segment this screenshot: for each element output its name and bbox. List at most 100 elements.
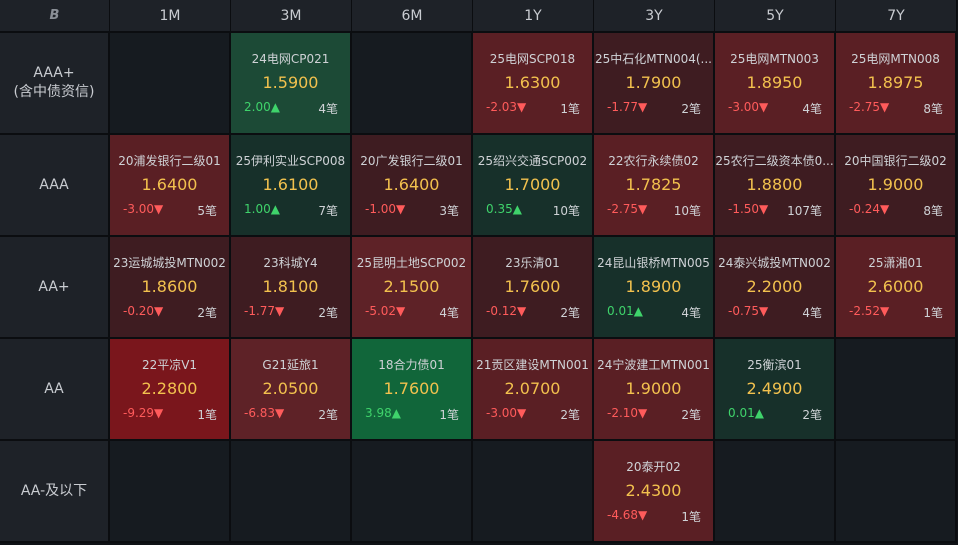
bond-name: 25电网MTN008	[851, 52, 940, 66]
column-header-1y[interactable]: 1Y	[473, 0, 594, 33]
bond-cell[interactable]: 20泰开02 2.4300 -4.68▼ 1笔	[594, 441, 715, 543]
bond-cell[interactable]: 24泰兴城投MTN002 2.2000 -0.75▼ 4笔	[715, 237, 836, 339]
bond-name: 20浦发银行二级01	[118, 154, 221, 168]
bond-cell[interactable]: 25电网MTN003 1.8950 -3.00▼ 4笔	[715, 33, 836, 135]
yield-change: -4.68▼	[607, 508, 648, 522]
empty-cell	[836, 339, 957, 441]
bond-name: 23运城城投MTN002	[113, 256, 226, 270]
bond-cell[interactable]: 21贡区建设MTN001 2.0700 -3.00▼ 2笔	[473, 339, 594, 441]
yield-change: -1.50▼	[728, 202, 769, 216]
trade-count: 2笔	[318, 408, 338, 422]
bond-yield: 2.1500	[383, 277, 440, 296]
trade-count: 4笔	[802, 306, 822, 320]
bond-cell[interactable]: 25电网MTN008 1.8975 -2.75▼ 8笔	[836, 33, 957, 135]
empty-cell	[473, 441, 594, 543]
bond-yield: 1.9000	[867, 175, 924, 194]
bond-yield: 1.6300	[504, 73, 561, 92]
bond-cell[interactable]: 18合力债01 1.7600 3.98▲ 1笔	[352, 339, 473, 441]
bond-yield: 1.9000	[625, 379, 682, 398]
trade-count: 4笔	[439, 306, 459, 320]
trade-count: 1笔	[560, 102, 580, 116]
yield-change: -2.03▼	[486, 100, 527, 114]
yield-change: -1.77▼	[244, 304, 285, 318]
bond-cell[interactable]: 25农行二级资本债0... 1.8800 -1.50▼ 107笔	[715, 135, 836, 237]
trade-count: 1笔	[197, 408, 217, 422]
bond-name: 25潇湘01	[868, 256, 923, 270]
trade-count: 8笔	[923, 204, 943, 218]
bond-cell[interactable]: 23乐清01 1.7600 -0.12▼ 2笔	[473, 237, 594, 339]
bond-cell[interactable]: 24宁波建工MTN001 1.9000 -2.10▼ 2笔	[594, 339, 715, 441]
column-header-5y[interactable]: 5Y	[715, 0, 836, 33]
yield-change: -5.02▼	[365, 304, 406, 318]
bond-name: 25伊利实业SCP008	[235, 154, 346, 168]
bond-cell[interactable]: 23科城Y4 1.8100 -1.77▼ 2笔	[231, 237, 352, 339]
bond-name: 25中石化MTN004(...	[595, 52, 712, 66]
column-header-1m[interactable]: 1M	[110, 0, 231, 33]
trade-count: 1笔	[923, 306, 943, 320]
bond-cell[interactable]: 24昆山银桥MTN005 1.8900 0.01▲ 4笔	[594, 237, 715, 339]
yield-change: -2.10▼	[607, 406, 648, 420]
bond-yield: 1.6100	[262, 175, 319, 194]
yield-change: -3.00▼	[123, 202, 164, 216]
bond-cell[interactable]: 24电网CP021 1.5900 2.00▲ 4笔	[231, 33, 352, 135]
bond-cell[interactable]: 25潇湘01 2.6000 -2.52▼ 1笔	[836, 237, 957, 339]
row-label-note: (含中债资信)	[13, 84, 95, 100]
yield-change: -2.52▼	[849, 304, 890, 318]
bond-cell[interactable]: 20中国银行二级02 1.9000 -0.24▼ 8笔	[836, 135, 957, 237]
column-header-6m[interactable]: 6M	[352, 0, 473, 33]
bond-cell[interactable]: 25伊利实业SCP008 1.6100 1.00▲ 7笔	[231, 135, 352, 237]
bond-cell[interactable]: 22平凉V1 2.2800 -9.29▼ 1笔	[110, 339, 231, 441]
trade-count: 4笔	[802, 102, 822, 116]
yield-change: -6.83▼	[244, 406, 285, 420]
bond-name: 20泰开02	[626, 460, 681, 474]
trade-count: 10笔	[673, 204, 701, 218]
yield-change: -3.00▼	[728, 100, 769, 114]
trade-count: 3笔	[439, 204, 459, 218]
bond-yield: 2.2800	[141, 379, 198, 398]
yield-change: -2.75▼	[849, 100, 890, 114]
bond-cell[interactable]: 25电网SCP018 1.6300 -2.03▼ 1笔	[473, 33, 594, 135]
bond-cell[interactable]: G21延旅1 2.0500 -6.83▼ 2笔	[231, 339, 352, 441]
bond-yield: 1.7825	[625, 175, 682, 194]
row-label: AA	[0, 339, 110, 441]
bond-name: 20中国银行二级02	[844, 154, 947, 168]
bond-name: 24电网CP021	[251, 52, 330, 66]
bond-cell[interactable]: 20浦发银行二级01 1.6400 -3.00▼ 5笔	[110, 135, 231, 237]
bond-yield: 1.5900	[262, 73, 319, 92]
column-header-3m[interactable]: 3M	[231, 0, 352, 33]
bond-yield: 2.6000	[867, 277, 924, 296]
bond-cell[interactable]: 25绍兴交通SCP002 1.7000 0.35▲ 10笔	[473, 135, 594, 237]
bond-cell[interactable]: 22农行永续债02 1.7825 -2.75▼ 10笔	[594, 135, 715, 237]
bond-name: 23乐清01	[505, 256, 560, 270]
bond-yield: 1.7600	[383, 379, 440, 398]
trade-count: 2笔	[318, 306, 338, 320]
yield-change: 0.01▲	[728, 406, 764, 420]
bond-cell[interactable]: 20广发银行二级01 1.6400 -1.00▼ 3笔	[352, 135, 473, 237]
row-label: AA+	[0, 237, 110, 339]
bond-yield: 1.7900	[625, 73, 682, 92]
bond-yield: 1.8950	[746, 73, 803, 92]
bond-name: 21贡区建设MTN001	[476, 358, 589, 372]
yield-change: -1.00▼	[365, 202, 406, 216]
bond-cell[interactable]: 23运城城投MTN002 1.8600 -0.20▼ 2笔	[110, 237, 231, 339]
column-header-7y[interactable]: 7Y	[836, 0, 957, 33]
yield-change: -0.24▼	[849, 202, 890, 216]
bond-name: 25农行二级资本债0...	[715, 154, 834, 168]
trade-count: 7笔	[318, 204, 338, 218]
bond-name: G21延旅1	[262, 358, 319, 372]
bond-cell[interactable]: 25衡滨01 2.4900 0.01▲ 2笔	[715, 339, 836, 441]
column-header-3y[interactable]: 3Y	[594, 0, 715, 33]
bond-name: 22平凉V1	[141, 358, 198, 372]
bond-name: 22农行永续债02	[608, 154, 699, 168]
bond-cell[interactable]: 25中石化MTN004(... 1.7900 -1.77▼ 2笔	[594, 33, 715, 135]
row-label-rating: AA	[44, 380, 64, 397]
bond-name: 24宁波建工MTN001	[597, 358, 710, 372]
bond-yield: 1.8975	[867, 73, 924, 92]
bond-cell[interactable]: 25昆明土地SCP002 2.1500 -5.02▼ 4笔	[352, 237, 473, 339]
yield-change: -0.12▼	[486, 304, 527, 318]
yield-change: -9.29▼	[123, 406, 164, 420]
bond-yield: 2.2000	[746, 277, 803, 296]
empty-cell	[836, 441, 957, 543]
yield-change: -0.75▼	[728, 304, 769, 318]
